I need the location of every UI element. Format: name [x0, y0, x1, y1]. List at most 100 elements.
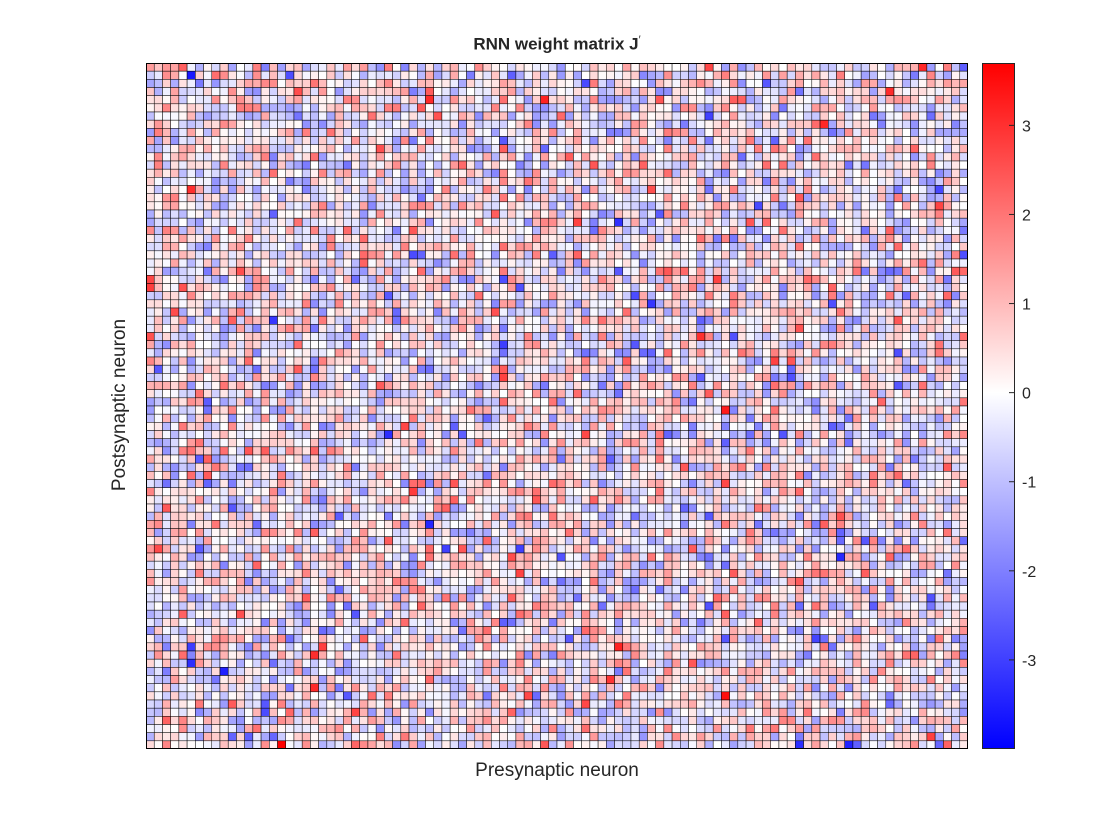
heatmap-cell	[260, 299, 270, 309]
heatmap-cell	[836, 291, 845, 301]
heatmap-cell	[515, 111, 525, 121]
heatmap-cell	[745, 348, 755, 358]
heatmap-cell	[770, 364, 780, 374]
heatmap-cell	[647, 168, 656, 178]
heatmap-cell	[696, 364, 706, 374]
heatmap-cell	[236, 250, 245, 260]
heatmap-cell	[762, 144, 771, 154]
heatmap-cell	[786, 226, 796, 235]
heatmap-cell	[458, 307, 467, 317]
heatmap-cell	[721, 258, 730, 268]
heatmap-cell	[688, 266, 697, 276]
heatmap-cell	[153, 405, 163, 415]
heatmap-cell	[449, 87, 459, 96]
heatmap-cell	[384, 413, 393, 423]
heatmap-cell	[852, 462, 862, 472]
heatmap-cell	[696, 348, 706, 358]
heatmap-cell	[318, 258, 328, 268]
heatmap-cell	[499, 111, 508, 121]
heatmap-cell	[170, 111, 180, 121]
heatmap-cell	[417, 144, 426, 154]
heatmap-cell	[786, 389, 796, 399]
heatmap-cell	[343, 283, 352, 292]
heatmap-cell	[860, 168, 870, 178]
heatmap-cell	[392, 430, 402, 439]
heatmap-cell	[918, 144, 928, 154]
heatmap-cell	[351, 413, 360, 423]
heatmap-cell	[285, 373, 295, 382]
heatmap-cell	[400, 201, 410, 211]
heatmap-cell	[384, 168, 393, 178]
heatmap-cell	[589, 226, 599, 235]
heatmap-cell	[186, 405, 196, 415]
heatmap-cell	[343, 168, 352, 178]
heatmap-cell	[499, 397, 508, 407]
heatmap-cell	[211, 413, 221, 423]
heatmap-cell	[828, 193, 837, 203]
heatmap-cell	[770, 324, 780, 333]
heatmap-cell	[778, 389, 788, 399]
heatmap-cell	[712, 226, 722, 235]
heatmap-cell	[877, 332, 887, 341]
heatmap-cell	[762, 209, 771, 219]
heatmap-cell	[663, 381, 673, 390]
heatmap-cell	[795, 136, 804, 145]
heatmap-cell	[482, 266, 492, 276]
heatmap-cell	[203, 201, 213, 211]
heatmap-cell	[474, 364, 484, 374]
heatmap-cell	[285, 315, 295, 325]
heatmap-cell	[203, 438, 213, 448]
heatmap-cell	[680, 266, 689, 276]
heatmap-cell	[819, 185, 829, 194]
heatmap-cell	[227, 226, 237, 235]
heatmap-cell	[819, 168, 829, 178]
heatmap-cell	[417, 63, 426, 72]
heatmap-cell	[951, 79, 961, 88]
heatmap-cell	[647, 258, 656, 268]
heatmap-cell	[844, 152, 854, 162]
heatmap-cell	[638, 266, 648, 276]
heatmap-cell	[885, 119, 895, 129]
heatmap-cell	[910, 266, 919, 276]
heatmap-cell	[852, 242, 862, 252]
heatmap-cell	[770, 332, 780, 341]
heatmap-cell	[696, 291, 706, 301]
heatmap-cell	[564, 128, 574, 137]
heatmap-cell	[384, 389, 393, 399]
heatmap-cell	[449, 438, 459, 448]
heatmap-cell	[523, 381, 533, 390]
heatmap-cell	[458, 193, 467, 203]
heatmap-cell	[951, 373, 961, 382]
heatmap-cell	[359, 136, 369, 145]
heatmap-cell	[918, 430, 928, 439]
heatmap-cell	[277, 397, 286, 407]
heatmap-cell	[170, 454, 180, 464]
heatmap-cell	[597, 332, 607, 341]
heatmap-cell	[285, 193, 295, 203]
heatmap-cell	[951, 185, 961, 194]
heatmap-cell	[499, 340, 508, 350]
heatmap-cell	[836, 226, 845, 235]
heatmap-cell	[203, 63, 213, 72]
heatmap-cell	[951, 413, 961, 423]
heatmap-cell	[606, 405, 615, 415]
heatmap-cell	[269, 258, 278, 268]
heatmap-cell	[614, 356, 624, 366]
heatmap-cell	[458, 324, 467, 333]
heatmap-cell	[227, 193, 237, 203]
heatmap-cell	[581, 226, 591, 235]
heatmap-cell	[729, 462, 739, 472]
heatmap-cell	[688, 63, 697, 72]
heatmap-cell	[959, 340, 968, 350]
heatmap-cell	[170, 103, 180, 113]
heatmap-cell	[910, 119, 919, 129]
heatmap-cell	[326, 348, 336, 358]
heatmap-cell	[186, 87, 196, 96]
heatmap-cell	[203, 185, 213, 194]
heatmap-cell	[786, 266, 796, 276]
heatmap-cell	[203, 177, 213, 186]
heatmap-cell	[400, 193, 410, 203]
heatmap-cell	[819, 63, 829, 72]
heatmap-cell	[186, 283, 196, 292]
heatmap-cell	[203, 348, 213, 358]
